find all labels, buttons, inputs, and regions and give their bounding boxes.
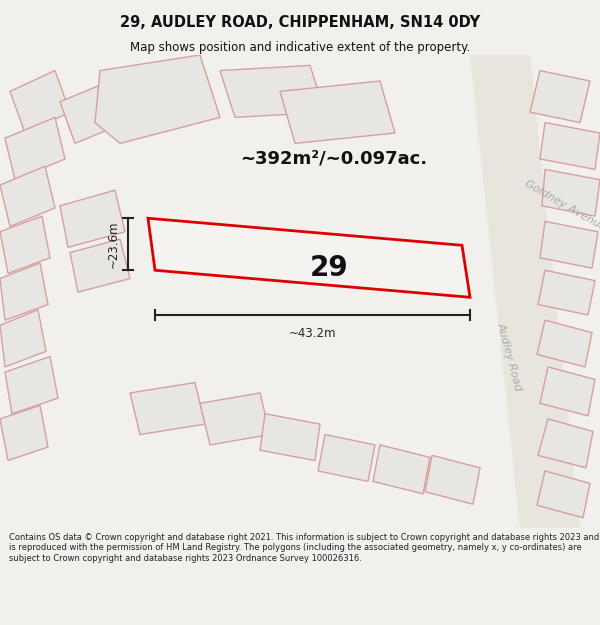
Text: ~23.6m: ~23.6m	[107, 221, 120, 268]
Text: 29: 29	[310, 254, 348, 282]
Polygon shape	[0, 166, 55, 227]
Polygon shape	[0, 406, 48, 461]
Polygon shape	[5, 356, 58, 414]
Polygon shape	[70, 239, 130, 292]
Polygon shape	[470, 55, 580, 528]
Text: Map shows position and indicative extent of the property.: Map shows position and indicative extent…	[130, 41, 470, 54]
Polygon shape	[425, 456, 480, 504]
Polygon shape	[60, 81, 125, 143]
Polygon shape	[318, 434, 375, 481]
Polygon shape	[130, 382, 205, 434]
Text: ~43.2m: ~43.2m	[289, 328, 336, 341]
Polygon shape	[537, 320, 592, 367]
Text: Contains OS data © Crown copyright and database right 2021. This information is : Contains OS data © Crown copyright and d…	[9, 533, 599, 562]
Text: Audley Road: Audley Road	[496, 321, 524, 392]
Polygon shape	[373, 445, 430, 494]
Text: ~392m²/~0.097ac.: ~392m²/~0.097ac.	[240, 150, 427, 168]
Polygon shape	[5, 118, 65, 180]
Polygon shape	[540, 221, 598, 268]
Polygon shape	[0, 263, 48, 320]
Polygon shape	[148, 218, 470, 298]
Polygon shape	[200, 393, 270, 445]
Text: Goldney Avenue: Goldney Avenue	[523, 179, 600, 233]
Polygon shape	[280, 81, 395, 143]
Polygon shape	[260, 414, 320, 461]
Polygon shape	[60, 190, 125, 248]
Polygon shape	[95, 55, 220, 143]
Polygon shape	[538, 419, 593, 468]
Text: 29, AUDLEY ROAD, CHIPPENHAM, SN14 0DY: 29, AUDLEY ROAD, CHIPPENHAM, SN14 0DY	[120, 16, 480, 31]
Polygon shape	[538, 270, 595, 315]
Polygon shape	[530, 71, 590, 122]
Polygon shape	[10, 71, 70, 133]
Polygon shape	[540, 367, 595, 416]
Polygon shape	[0, 216, 50, 273]
Polygon shape	[537, 471, 590, 518]
Polygon shape	[220, 66, 325, 118]
Polygon shape	[542, 169, 600, 216]
Polygon shape	[0, 310, 46, 367]
Polygon shape	[540, 122, 600, 169]
